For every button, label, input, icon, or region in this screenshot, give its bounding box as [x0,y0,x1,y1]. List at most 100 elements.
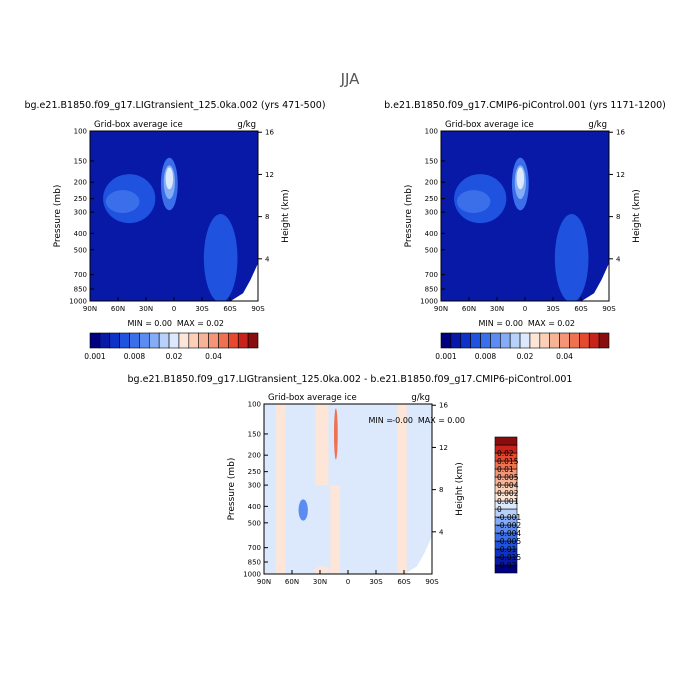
x-tick-label: 60S [223,305,237,313]
y-tick-label: 100 [248,401,261,409]
field-region-5 [554,214,589,301]
colorbar-label: -0.004 [497,529,521,538]
colorbar-swatch [228,332,239,349]
colorbar-swatch [480,332,491,349]
colorbar: 0.001 0.008 0.02 0.04 [435,332,610,361]
x-tick-label: 30N [490,305,504,313]
colorbar-label: -0.01 [497,545,517,554]
chart-subtitle-left: Grid-box average ice [445,120,534,130]
stats-max-label: MAX = [528,319,555,328]
colorbar-label: 0.008 [475,352,497,361]
chart-units: g/kg [411,393,430,403]
colorbar-swatch [139,332,150,349]
y-tick-label: 200 [425,179,438,187]
colorbar-label: 0.008 [124,352,146,361]
stats-max-label: MAX = [418,416,445,425]
y-tick-label: 700 [248,544,261,552]
x-tick-label: 90S [602,305,616,313]
y-right-tick-label: 16 [265,129,274,137]
field-band-1 [315,404,329,486]
colorbar-swatch [89,332,101,349]
panel-3: bg.e21.B1850.f09_g17.LIGtransient_125.0k… [128,374,573,586]
y-right-axis-label: Height (km) [455,462,465,516]
colorbar-swatch [450,332,462,349]
field-region-5 [334,408,338,460]
y-tick-label: 150 [74,157,87,165]
y-tick-label: 250 [74,195,87,203]
colorbar-swatch [519,332,531,349]
y-tick-label: 200 [74,179,87,187]
y-tick-label: 1000 [69,298,87,306]
y-tick-label: 700 [425,271,438,279]
chart-subtitle-left: Grid-box average ice [268,393,357,403]
x-tick-label: 30N [139,305,153,313]
stats-max: 0.00 [447,416,465,425]
colorbar-swatch [208,332,219,349]
y-tick-label: 500 [74,246,87,254]
y-tick-label: 400 [248,503,261,511]
colorbar: 0.001 0.008 0.02 0.04 [84,332,259,361]
y-right-tick-label: 4 [616,255,621,263]
colorbar-label: -0.002 [497,521,521,530]
x-tick-label: 90N [257,578,271,586]
field-region-4 [516,167,525,190]
chart-subtitle-left: Grid-box average ice [94,120,183,130]
y-axis-label: Pressure (mb) [53,185,63,248]
chart-units: g/kg [588,120,607,130]
colorbar-swatch [494,436,518,446]
colorbar-label: -0.015 [497,553,521,562]
stats-min: -0.00 [392,416,413,425]
x-tick-label: 90S [425,578,439,586]
y-tick-label: 300 [248,482,261,490]
colorbar-swatch [579,332,590,349]
missing-data-region [231,263,258,301]
field-band-0 [276,404,286,574]
y-tick-label: 500 [248,519,261,527]
plot-field [276,404,432,574]
y-tick-label: 100 [425,128,438,136]
colorbar-label: 0.004 [497,481,519,490]
colorbar-swatch [119,332,130,349]
colorbar-swatch [218,332,229,349]
missing-data-region [582,263,609,301]
panel-1: bg.e21.B1850.f09_g17.LIGtransient_125.0k… [24,100,325,361]
y-tick-label: 500 [425,246,438,254]
y-tick-label: 850 [425,286,438,294]
colorbar-swatch [499,332,511,349]
y-right-tick-label: 8 [265,213,269,221]
colorbar-swatch [588,332,600,349]
colorbar-swatch [460,332,471,349]
colorbar-label: 0.02 [517,352,534,361]
chart-title: b.e21.B1850.f09_g17.CMIP6-piControl.001 … [384,100,666,111]
y-right-tick-label: 4 [439,528,444,536]
chart-title: bg.e21.B1850.f09_g17.LIGtransient_125.0k… [24,100,325,111]
stats-min: 0.00 [505,319,523,328]
chart-panels: bg.e21.B1850.f09_g17.LIGtransient_125.0k… [24,100,665,586]
colorbar-swatch [109,332,120,349]
y-axis-label: Pressure (mb) [227,458,237,521]
y-right-tick-label: 8 [439,486,443,494]
colorbar-label: -0.005 [497,537,521,546]
colorbar-swatch [559,332,570,349]
chart-units: g/kg [237,120,256,130]
plot-field [103,157,258,301]
y-axis-label: Pressure (mb) [404,185,414,248]
field-region-4 [298,499,308,521]
colorbar-swatch [168,332,180,349]
stats-min: 0.00 [154,319,172,328]
y-tick-label: 250 [425,195,438,203]
colorbar-label: -0.001 [497,513,521,522]
field-region-6 [314,566,330,574]
x-tick-label: 90N [83,305,97,313]
x-tick-label: 30S [546,305,560,313]
y-right-tick-label: 16 [616,129,625,137]
colorbar-swatch [247,332,259,349]
colorbar-label: 0.01 [497,465,514,474]
colorbar: -0.02-0.015-0.01-0.005-0.004-0.002-0.001… [494,436,521,574]
y-tick-label: 100 [74,128,87,136]
y-right-tick-label: 4 [265,255,270,263]
colorbar-swatch [158,332,170,349]
colorbar-label: 0.04 [205,352,222,361]
x-tick-label: 30S [369,578,383,586]
